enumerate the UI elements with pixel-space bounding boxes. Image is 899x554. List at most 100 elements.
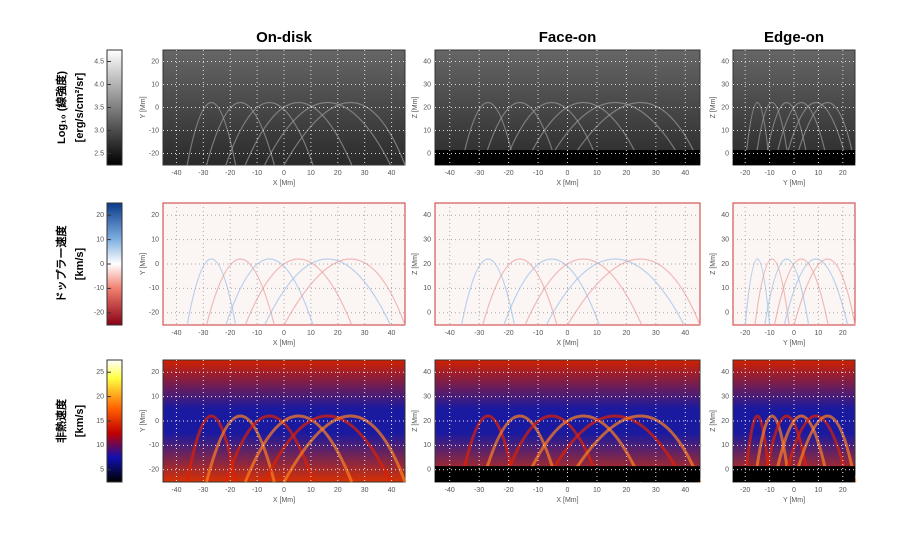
colorbar-tick-label: 4.0 [94,81,104,88]
loop [283,101,406,166]
y-tick-label: 30 [423,81,431,88]
x-tick-label: 10 [307,330,315,337]
x-axis-label: X [Mm] [556,180,578,187]
colorbar-tick-label: 20 [96,212,104,219]
x-axis-label: Y [Mm] [783,497,805,504]
y-tick-label: 10 [151,393,159,400]
colorbar-tick-label: 10 [96,236,104,243]
colorbar-tick-label: 4.5 [94,58,104,65]
loop [243,414,354,483]
loop [244,258,353,326]
y-tick-label: -20 [149,467,159,474]
loop [264,101,392,166]
colorbar-tick-label: 3.5 [94,104,104,111]
loop [545,258,685,326]
x-tick-label: 10 [307,170,315,177]
loop [186,258,237,326]
x-tick-label: 0 [792,487,796,494]
loop [545,101,685,166]
y-tick-label: 30 [721,393,729,400]
x-tick-label: 0 [566,487,570,494]
y-tick-label: 20 [721,104,729,111]
x-tick-label: 0 [566,330,570,337]
loop [205,258,275,326]
loop [754,101,790,166]
loop [481,414,559,483]
loop [264,258,392,326]
x-tick-label: 0 [282,170,286,177]
x-tick-label: 10 [815,170,823,177]
y-tick-label: -20 [149,310,159,317]
y-tick-label: 0 [427,150,431,157]
x-tick-label: -10 [765,330,775,337]
loop [482,258,558,326]
loop [783,258,849,326]
colorbar-tick-label: 20 [96,393,104,400]
loop [244,102,353,166]
y-axis-label: Z [Mm] [412,253,419,275]
y-tick-label: 20 [423,418,431,425]
x-tick-label: 20 [839,330,847,337]
x-tick-label: 20 [622,487,630,494]
loop [754,258,790,326]
y-axis-label: Z [Mm] [710,253,717,275]
y-tick-label: 40 [423,369,431,376]
x-tick-label: -20 [225,330,235,337]
x-tick-label: -10 [533,487,543,494]
y-tick-label: 10 [151,81,159,88]
x-tick-label: 20 [334,330,342,337]
y-tick-label: 0 [725,150,729,157]
y-tick-label: 30 [721,236,729,243]
loop [566,414,702,483]
loop [773,414,830,483]
loop [792,414,857,483]
x-tick-label: 20 [839,487,847,494]
x-axis-label: Y [Mm] [783,340,805,347]
y-tick-label: 0 [725,467,729,474]
colorbar-tick-label: 10 [96,442,104,449]
x-tick-label: -30 [198,330,208,337]
loop [205,101,275,166]
x-tick-label: 0 [566,170,570,177]
y-axis-label: Y [Mm] [140,96,147,118]
x-tick-label: -30 [474,487,484,494]
x-tick-label: -20 [740,170,750,177]
row-unit: [erg/s/cm²/sr] [74,72,86,142]
x-tick-label: 0 [792,330,796,337]
column-title: Edge-on [764,29,824,46]
loop [566,101,701,166]
x-tick-label: -30 [474,170,484,177]
column-title: On-disk [256,29,312,46]
x-tick-label: 40 [681,330,689,337]
x-tick-label: 10 [593,170,601,177]
y-tick-label: -10 [149,127,159,134]
row-label: ドップラー速度 [54,225,68,303]
x-tick-label: -40 [445,330,455,337]
x-tick-label: 40 [388,170,396,177]
x-tick-label: 30 [652,487,660,494]
loop [205,414,276,483]
y-tick-label: 0 [155,261,159,268]
ground [435,150,700,165]
y-tick-label: 0 [155,418,159,425]
loop [263,414,392,483]
y-tick-label: -10 [149,285,159,292]
colorbar-tick-label: -10 [94,285,104,292]
y-tick-label: 20 [151,58,159,65]
x-tick-label: 0 [282,487,286,494]
y-axis-label: Y [Mm] [140,410,147,432]
x-tick-label: 40 [681,170,689,177]
loop [524,102,643,166]
y-tick-label: 0 [427,310,431,317]
loop [764,258,810,326]
x-tick-label: -40 [171,330,181,337]
x-tick-label: -10 [533,330,543,337]
loop [743,414,772,483]
loop [460,101,516,166]
x-tick-label: -30 [474,330,484,337]
x-tick-label: 10 [307,487,315,494]
y-tick-label: 40 [721,58,729,65]
y-tick-label: -20 [149,150,159,157]
ground [435,466,700,482]
